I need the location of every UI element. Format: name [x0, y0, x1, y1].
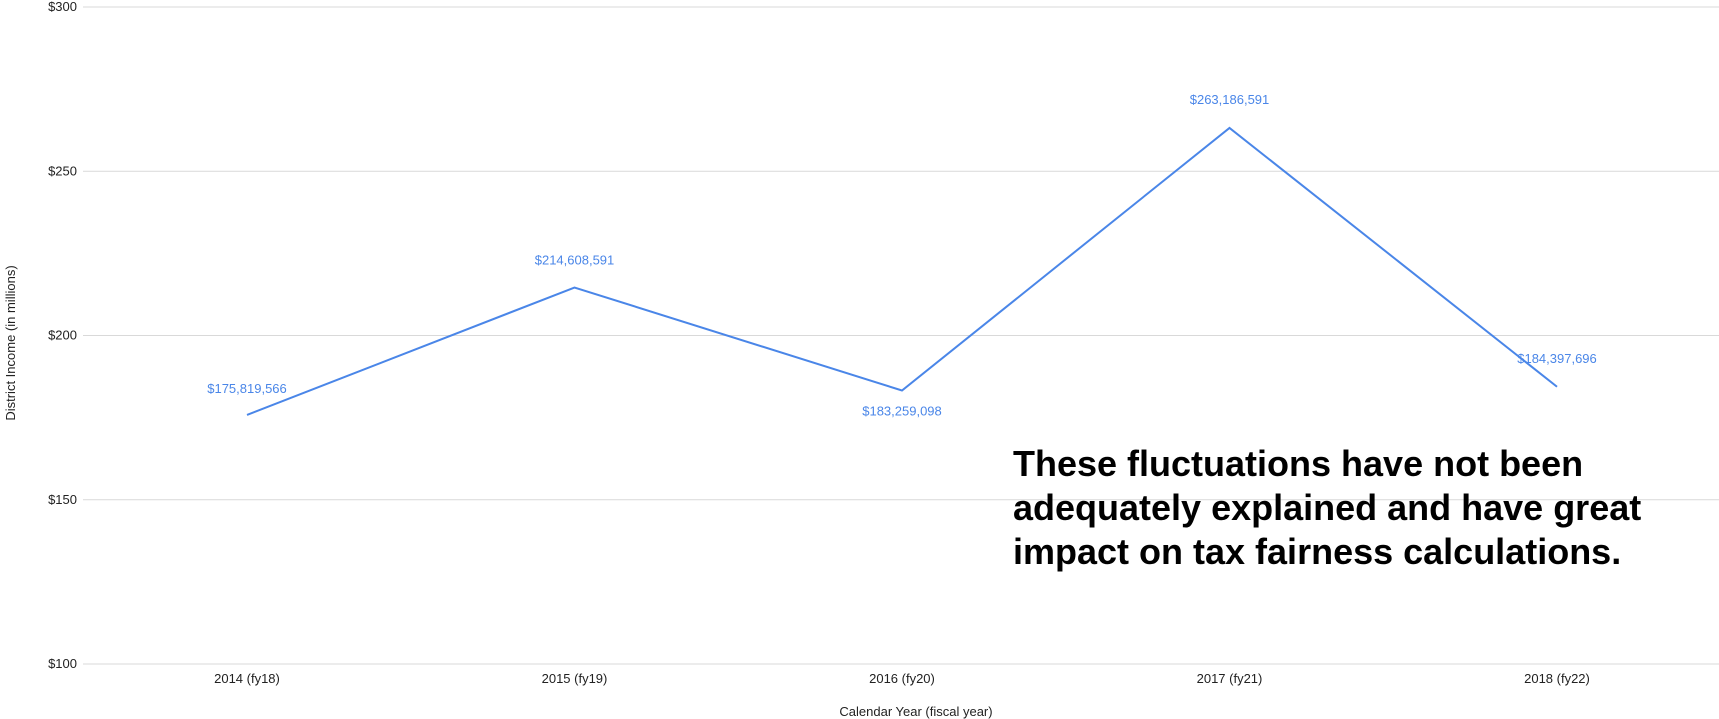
x-axis-ticks: 2014 (fy18) 2015 (fy19) 2016 (fy20) 2017 (f…	[214, 671, 1590, 686]
y-tick-label: $150	[48, 492, 77, 507]
data-label: $175,819,566	[207, 381, 287, 396]
data-label: $183,259,098	[862, 403, 942, 418]
annotation-text: These fluctuations have not been adequat…	[1013, 442, 1713, 574]
x-tick-label: 2014 (fy18)	[214, 671, 280, 686]
y-tick-label: $200	[48, 328, 77, 343]
x-axis-title: Calendar Year (fiscal year)	[839, 704, 992, 719]
annotation-line-3: impact on tax fairness calculations.	[1013, 531, 1622, 572]
y-tick-label: $300	[48, 0, 77, 14]
y-tick-label: $250	[48, 163, 77, 178]
y-axis-ticks: $100 $150 $200 $250 $300	[48, 0, 77, 671]
data-label: $184,397,696	[1517, 351, 1597, 366]
x-tick-label: 2015 (fy19)	[542, 671, 608, 686]
y-tick-label: $100	[48, 656, 77, 671]
data-labels: $175,819,566 $214,608,591 $183,259,098 $263…	[207, 92, 1597, 419]
annotation-line-1: These fluctuations have not been	[1013, 443, 1584, 484]
data-label: $263,186,591	[1190, 92, 1270, 107]
gridlines	[83, 6, 1719, 665]
y-axis-title: District Income (in millions)	[3, 265, 18, 420]
x-tick-label: 2016 (fy20)	[869, 671, 935, 686]
data-label: $214,608,591	[535, 253, 615, 268]
x-tick-label: 2017 (fy21)	[1197, 671, 1263, 686]
series-layer	[246, 126, 1558, 416]
x-tick-label: 2018 (fy22)	[1524, 671, 1590, 686]
annotation-line-2: adequately explained and have great	[1013, 487, 1642, 528]
